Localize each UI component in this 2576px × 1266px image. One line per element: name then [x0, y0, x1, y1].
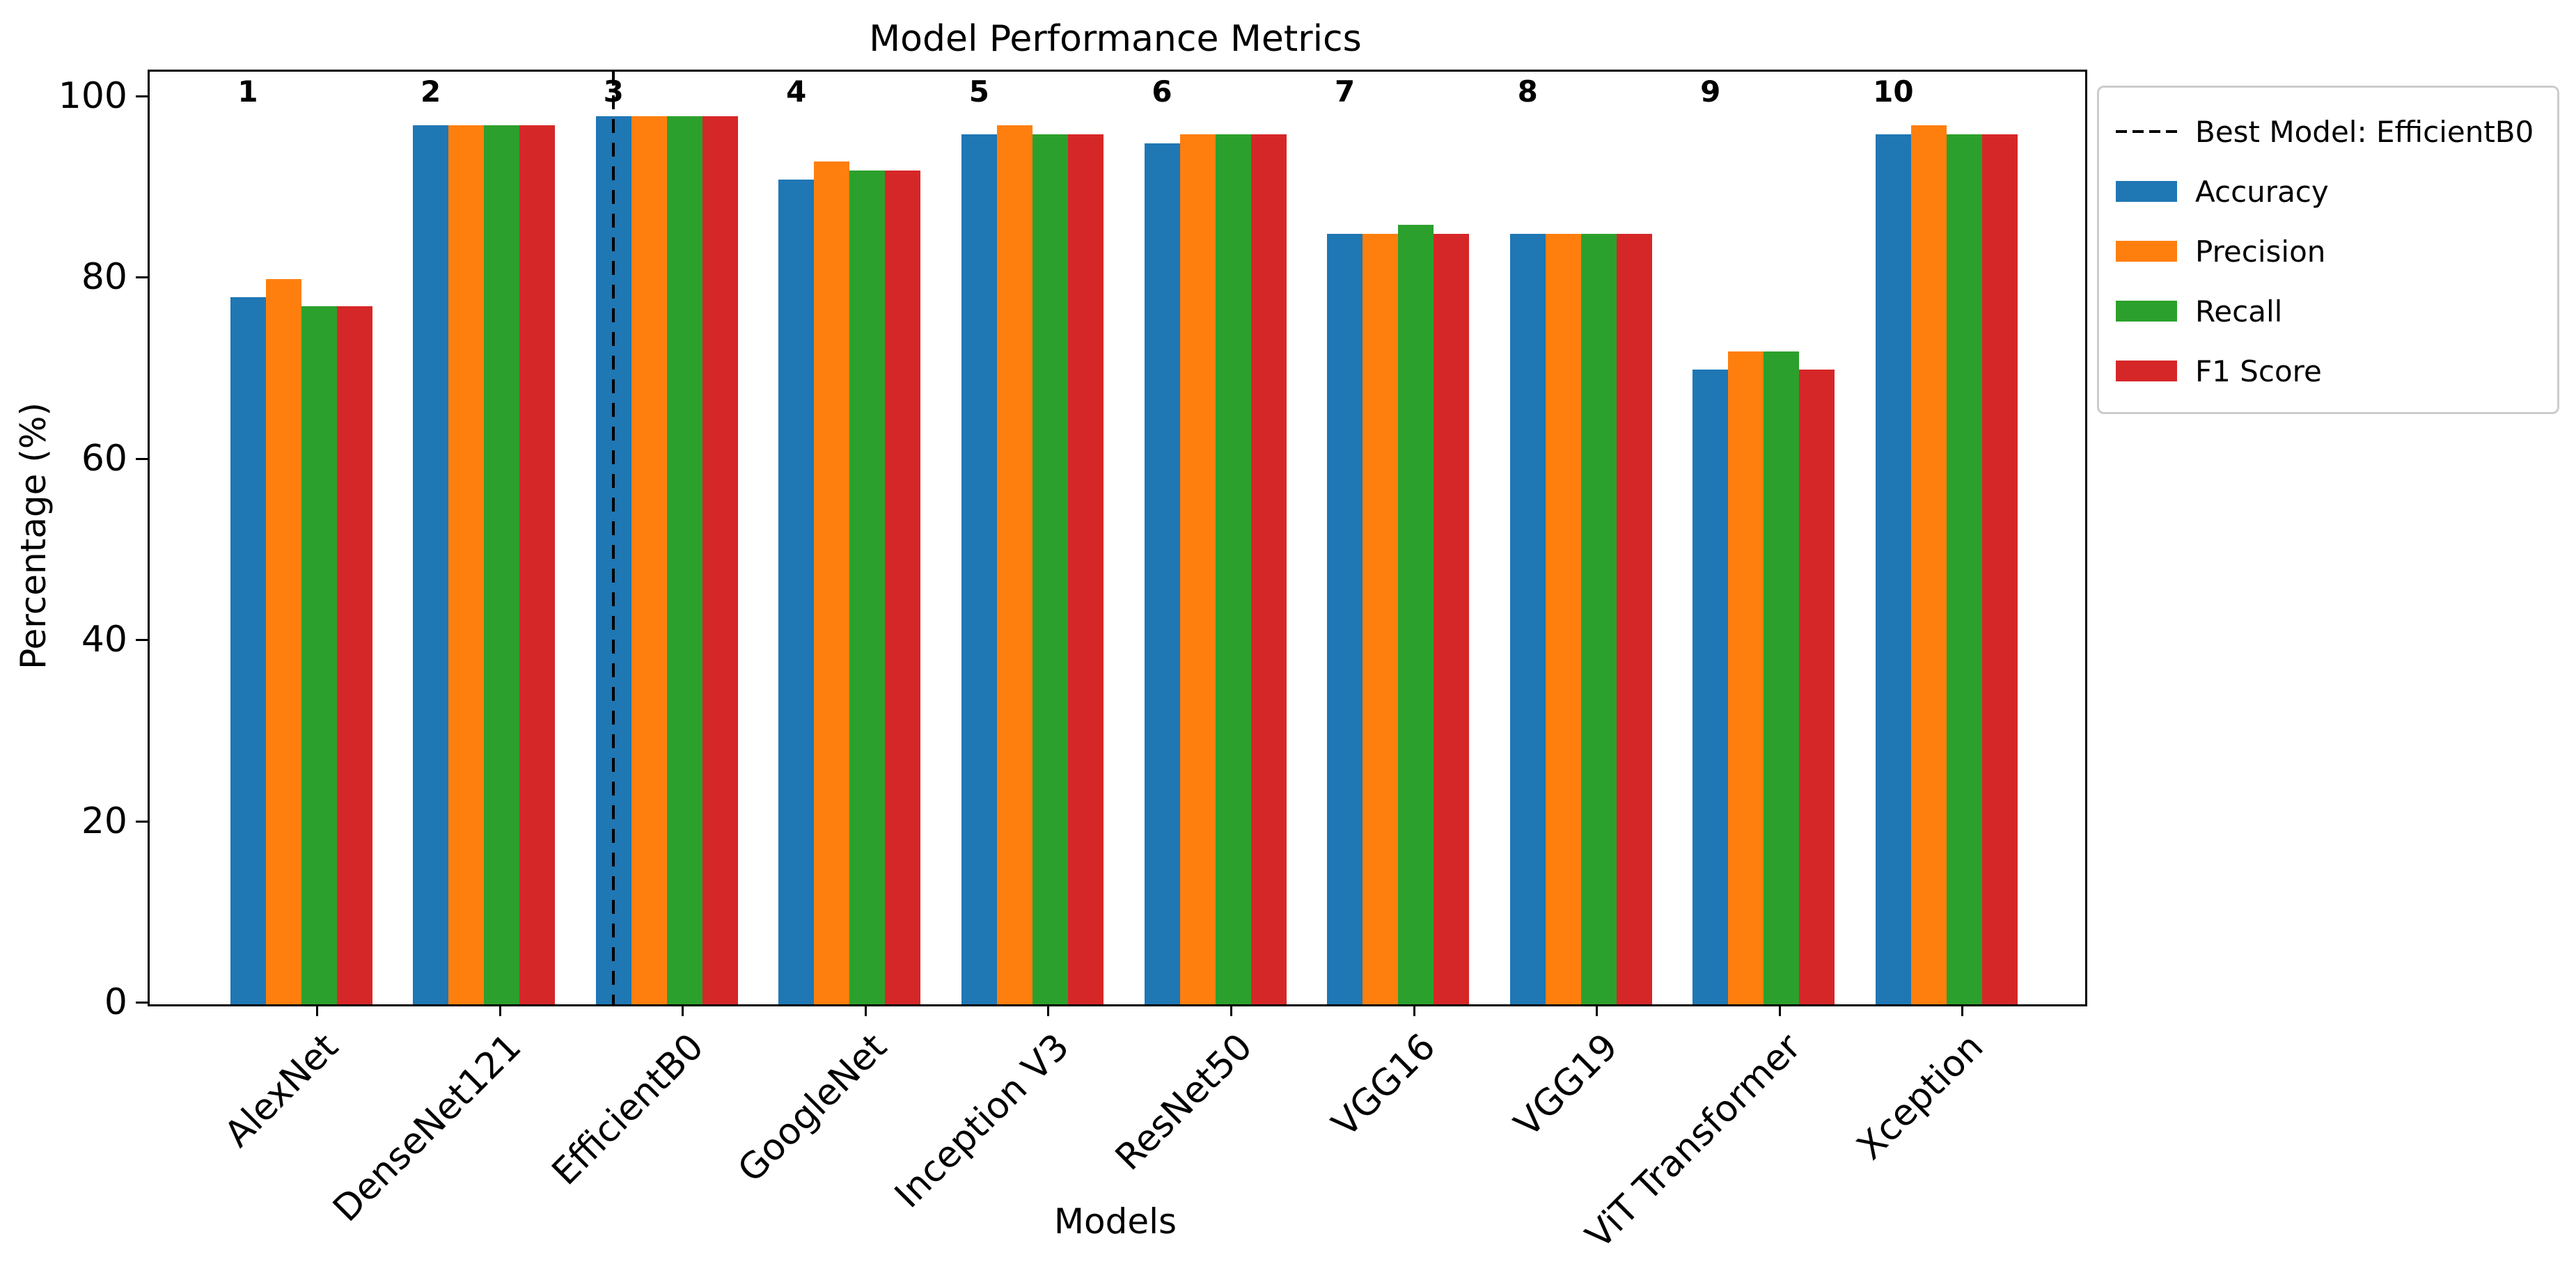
x-tick-mark [1230, 1004, 1232, 1016]
bar-precision [1728, 351, 1764, 1004]
bar-recall [1946, 134, 1982, 1004]
rank-annotation: 7 [1334, 74, 1356, 109]
best-model-line [612, 72, 615, 1004]
legend-item: Precision [2116, 221, 2550, 281]
bar-accuracy [778, 180, 815, 1004]
bar-accuracy [1693, 370, 1729, 1004]
bar-f1-score [519, 125, 556, 1004]
bar-f1-score [1981, 134, 2018, 1004]
rank-annotation: 2 [420, 74, 441, 109]
legend-swatch [2116, 361, 2177, 381]
x-tick-mark [316, 1004, 318, 1016]
bar-recall [1215, 134, 1251, 1004]
bar-precision [1362, 234, 1399, 1004]
bar-accuracy [1509, 234, 1546, 1004]
legend-item-label: Best Model: EfficientB0 [2195, 114, 2534, 149]
y-tick-mark [136, 276, 148, 279]
rank-annotation: 1 [237, 74, 258, 109]
rank-annotation: 5 [968, 74, 990, 109]
color-patch-icon [2116, 181, 2177, 202]
bar-precision [814, 161, 850, 1004]
x-tick-mark [1413, 1004, 1415, 1016]
rank-annotation: 4 [786, 74, 807, 109]
x-tick-mark [864, 1004, 867, 1016]
legend-item: Accuracy [2116, 161, 2550, 221]
bar-recall [1398, 225, 1434, 1004]
x-tick-mark [682, 1004, 684, 1016]
x-tick-mark [1778, 1004, 1781, 1016]
bar-f1-score [1067, 134, 1104, 1004]
bar-precision [1179, 134, 1216, 1004]
legend-swatch [2116, 181, 2177, 202]
bar-f1-score [1799, 370, 1835, 1004]
rank-annotation: 9 [1700, 74, 1721, 109]
bar-precision [265, 279, 301, 1004]
bar-f1-score [1250, 134, 1287, 1004]
bar-f1-score [885, 171, 921, 1004]
bar-accuracy [1327, 234, 1363, 1004]
legend-item: F1 Score [2116, 341, 2550, 401]
bar-precision [1545, 234, 1581, 1004]
legend-item-label: F1 Score [2195, 354, 2322, 388]
legend-item-label: Precision [2195, 234, 2326, 269]
y-tick-label: 40 [81, 619, 127, 661]
rank-annotation: 10 [1873, 74, 1914, 109]
y-tick-label: 20 [81, 800, 127, 842]
bar-recall [1032, 134, 1068, 1004]
x-axis-label: Models [1053, 1201, 1177, 1242]
bar-recall [849, 171, 886, 1004]
bar-precision [631, 116, 667, 1004]
bar-accuracy [230, 297, 266, 1004]
legend-swatch [2116, 301, 2177, 322]
x-tick-mark [1961, 1004, 1964, 1016]
plot-area: 1 2 3 4 5 6 7 8 9 10 [148, 70, 2087, 1006]
bar-f1-score [1616, 234, 1652, 1004]
x-tick-mark [1596, 1004, 1599, 1016]
y-tick-mark [136, 639, 148, 642]
chart-title: Model Performance Metrics [869, 18, 1362, 60]
bar-recall [484, 125, 520, 1004]
y-tick-mark [136, 95, 148, 97]
bar-recall [301, 306, 337, 1004]
legend-item: Best Model: EfficientB0 [2116, 102, 2550, 161]
y-tick-label: 0 [104, 981, 127, 1023]
legend-swatch [2116, 241, 2177, 262]
rank-annotation: 8 [1517, 74, 1538, 109]
color-patch-icon [2116, 361, 2177, 381]
y-tick-mark [136, 820, 148, 823]
bar-f1-score [1434, 234, 1470, 1004]
bar-f1-score [702, 116, 738, 1004]
y-tick-label: 100 [58, 74, 127, 117]
bar-accuracy [1875, 134, 1911, 1004]
color-patch-icon [2116, 301, 2177, 322]
rank-annotation: 3 [603, 74, 624, 109]
legend-item: Recall [2116, 281, 2550, 341]
color-patch-icon [2116, 241, 2177, 262]
y-tick-label: 60 [81, 437, 127, 480]
y-tick-mark [136, 457, 148, 460]
bar-recall [1580, 234, 1617, 1004]
bar-precision [448, 125, 485, 1004]
legend-item-label: Recall [2195, 294, 2283, 329]
bar-f1-score [336, 306, 372, 1004]
y-tick-mark [136, 1002, 148, 1004]
y-tick-label: 80 [81, 256, 127, 299]
legend-swatch [2116, 130, 2177, 133]
rank-annotation: 6 [1152, 74, 1172, 109]
bar-recall [666, 116, 702, 1004]
x-tick-mark [498, 1004, 501, 1016]
x-tick-mark [1047, 1004, 1050, 1016]
bar-accuracy [1144, 143, 1180, 1004]
legend: Best Model: EfficientB0 Accuracy Precision… [2097, 86, 2559, 414]
dashed-line-sample-icon [2116, 130, 2177, 133]
bar-precision [996, 125, 1032, 1004]
bar-accuracy [413, 125, 449, 1004]
bar-accuracy [961, 134, 997, 1004]
legend-item-label: Accuracy [2195, 174, 2329, 209]
bar-precision [1910, 125, 1947, 1004]
bar-recall [1764, 351, 1800, 1004]
